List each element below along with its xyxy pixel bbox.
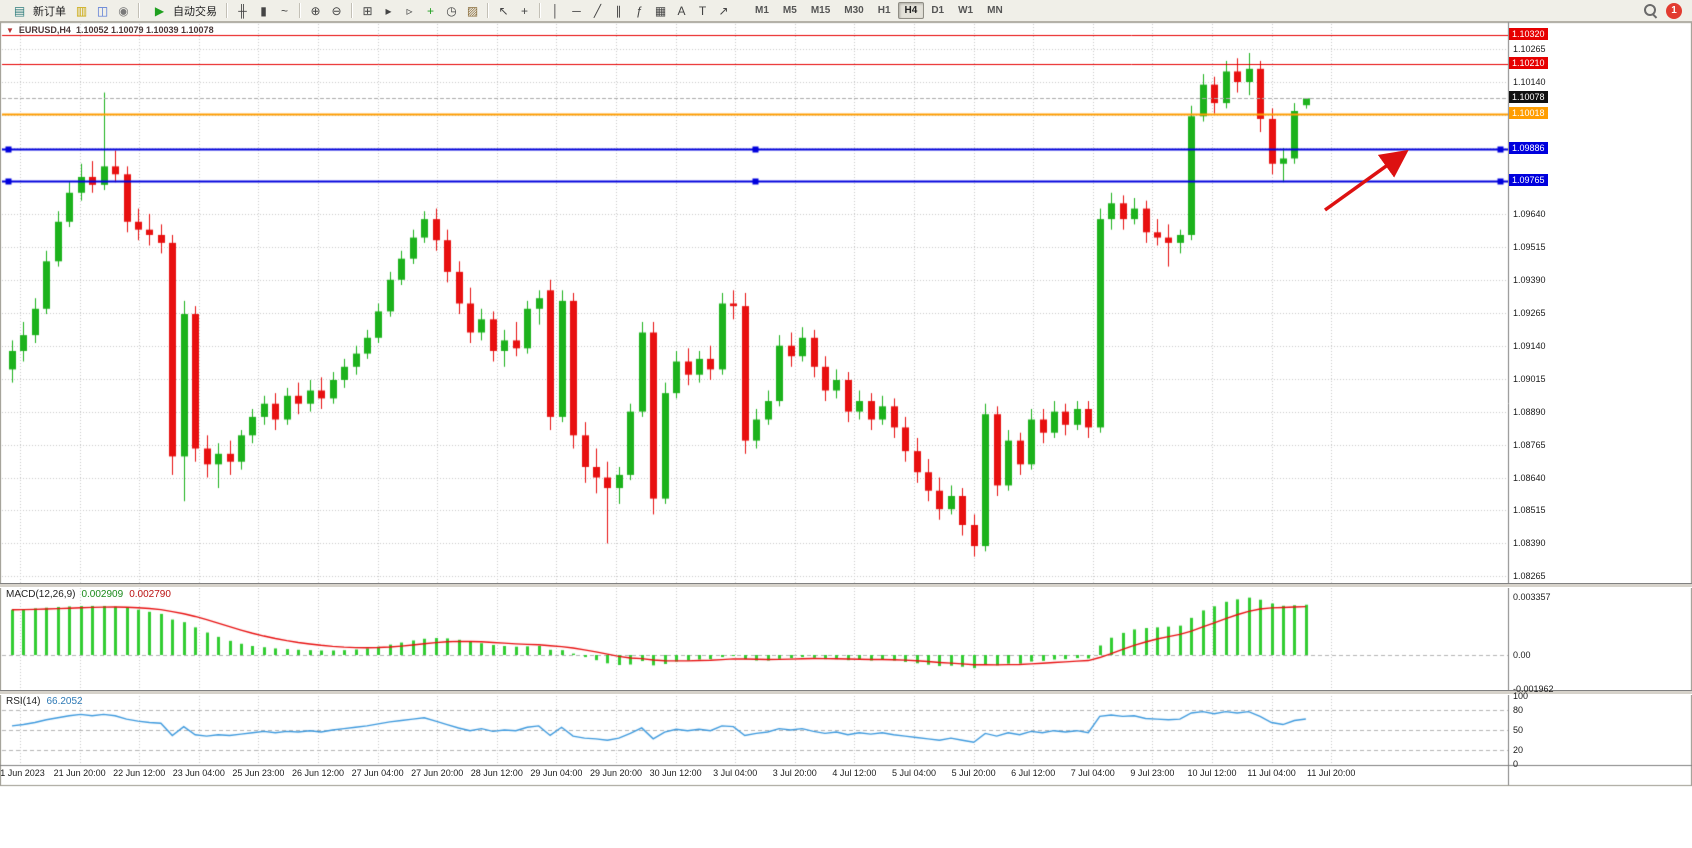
macd-panel-label: MACD(12,26,9) 0.002909 0.002790 [6,589,171,600]
new-order-label: 新订单 [33,5,66,18]
timeframe-button-W1[interactable]: W1 [951,2,980,19]
toolbar-separator [539,3,541,18]
timeframe-button-M30[interactable]: M30 [837,2,870,19]
main-toolbar: ▤ 新订单 ▥ ◫ ◉ ▶ 自动交易 ╫ ▮ ~ ⊕ ⊖ ⊞ ▸ ▹ + ◷ ▨ ↖ + │ ─ ╱ ∥ ƒ ▦ A T ↗ … [0,0,1692,22]
chart-symbol-period: EURUSD,H4 [18,25,71,35]
macd-label: MACD(12,26,9) [6,589,76,600]
templates-icon[interactable]: ▨ [466,3,479,18]
autotrading-play-icon: ▶ [154,3,165,18]
shapes-icon[interactable]: ▦ [654,3,667,18]
notification-badge[interactable]: 1 [1666,2,1682,19]
toolbar-separator [226,3,228,18]
cursor-icon[interactable]: ↖ [498,3,509,18]
timeframe-button-H4[interactable]: H4 [897,2,925,19]
panel-separator-rsi[interactable] [0,690,1692,695]
candlestick-chart-icon[interactable]: ▮ [260,3,267,18]
search-icon[interactable] [1643,3,1658,18]
timeframe-toolbar: M1 M5 M15 M30 H1 H4 D1 W1 MN [748,2,1010,19]
rsi-panel-label: RSI(14) 66.2052 [6,696,83,707]
panel-separator-macd[interactable] [0,583,1692,588]
chart-shift-icon[interactable]: ▹ [406,3,413,18]
toolbar-separator [138,3,140,18]
new-order-icon: ▤ [13,3,26,18]
rsi-label: RSI(14) [6,696,41,707]
chart-title: ▼ EURUSD,H4 1.10052 1.10079 1.10039 1.10… [6,25,214,35]
bar-chart-icon[interactable]: ╫ [238,3,247,18]
periods-icon[interactable]: ◷ [446,3,457,18]
chart-symbol-icon: ▼ [6,25,14,35]
toolbar-separator [351,3,353,18]
sound-icon[interactable]: ◉ [118,3,129,18]
trendline-icon[interactable]: ╱ [593,3,602,18]
zoom-out-icon[interactable]: ⊖ [331,3,342,18]
timeframe-button-MN[interactable]: MN [980,2,1010,19]
fibonacci-icon[interactable]: ƒ [636,3,643,18]
zoom-in-icon[interactable]: ⊕ [310,3,321,18]
timeframe-button-M5[interactable]: M5 [776,2,804,19]
new-order-button[interactable]: ▤ 新订单 [4,0,71,23]
autotrading-button[interactable]: ▶ 自动交易 [144,0,222,23]
indicators-icon[interactable]: + [426,3,434,18]
equidistant-channel-icon[interactable]: ∥ [615,3,622,18]
profiles-icon[interactable]: ◫ [96,3,109,18]
autotrading-label: 自动交易 [173,5,217,18]
tile-windows-icon[interactable]: ⊞ [362,3,373,18]
text-icon[interactable]: A [677,3,686,18]
crosshair-icon[interactable]: + [520,3,528,18]
chart-ohlc-values: 1.10052 1.10079 1.10039 1.10078 [75,25,214,35]
charts-window-icon[interactable]: ▥ [75,3,88,18]
vertical-line-icon[interactable]: │ [551,3,560,18]
auto-scroll-icon[interactable]: ▸ [385,3,392,18]
toolbar-separator [487,3,489,18]
line-chart-icon[interactable]: ~ [280,3,288,18]
timeframe-button-M1[interactable]: M1 [748,2,776,19]
macd-main-value: 0.002909 [81,589,124,600]
macd-signal-value: 0.002790 [129,589,171,600]
label-icon[interactable]: T [698,3,707,18]
timeframe-button-M15[interactable]: M15 [804,2,837,19]
timeframe-button-D1[interactable]: D1 [924,2,951,19]
toolbar-separator [299,3,301,18]
arrow-annotation[interactable] [1315,142,1425,222]
timeframe-button-H1[interactable]: H1 [871,2,898,19]
horizontal-line-icon[interactable]: ─ [572,3,581,18]
arrows-icon[interactable]: ↗ [718,3,729,18]
rsi-value: 66.2052 [46,696,83,707]
